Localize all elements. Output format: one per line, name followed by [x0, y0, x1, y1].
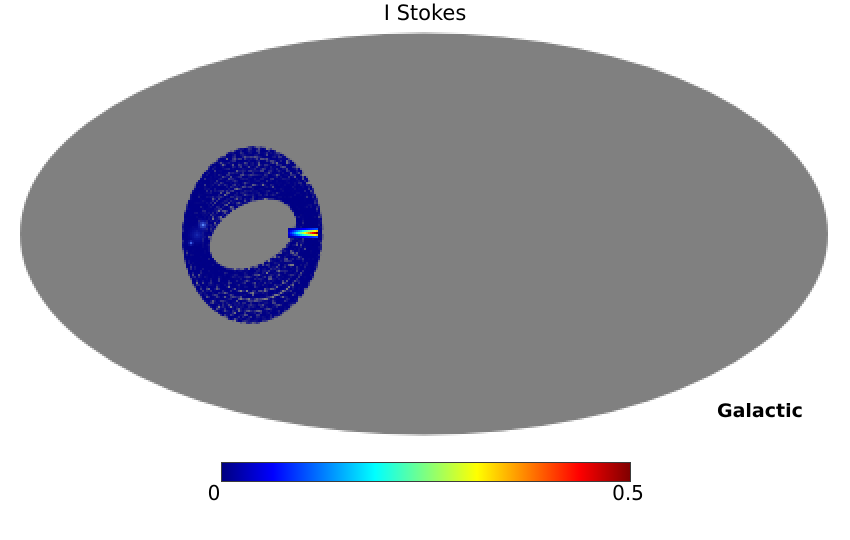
coordinate-system-label: Galactic	[717, 400, 803, 422]
colorbar-min-label: 0	[207, 481, 221, 505]
colorbar-gradient	[221, 462, 631, 482]
plot-title: I Stokes	[383, 1, 467, 25]
colorbar-max-label: 0.5	[612, 481, 644, 505]
